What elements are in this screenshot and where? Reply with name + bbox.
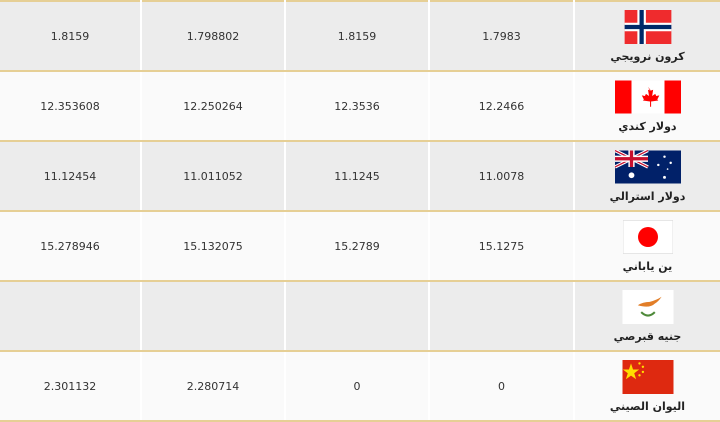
china-flag-icon xyxy=(622,359,673,394)
cyprus-flag-icon xyxy=(622,289,673,324)
rate-cell: 11.011052 xyxy=(140,141,285,212)
rate-cell: 0 xyxy=(284,351,429,422)
rate-cell: 1.8159 xyxy=(284,1,429,72)
table-row: جنيه قبرصي xyxy=(0,281,720,352)
australia-flag-icon xyxy=(614,149,681,183)
currency-name: دولار استرالي xyxy=(609,189,686,203)
currency-cell: دولار استرالي xyxy=(573,141,720,212)
rate-cell: 12.353608 xyxy=(0,71,141,142)
rate-cell: 15.2789 xyxy=(284,211,429,282)
currency-name: جنيه قبرصي xyxy=(613,329,682,343)
currency-name: كرون نرويجي xyxy=(610,49,685,63)
currency-cell: كرون نرويجي xyxy=(573,1,720,72)
currency-name: دولار كندي xyxy=(618,119,677,133)
rate-cell: 15.132075 xyxy=(140,211,285,282)
currency-cell: جنيه قبرصي xyxy=(573,281,720,352)
rate-cell: 11.1245 xyxy=(284,141,429,212)
table-row: 2.301132 2.280714 0 0 اليوان الصيني xyxy=(0,351,720,422)
japan-flag-icon xyxy=(622,219,673,254)
rate-cell: 11.12454 xyxy=(0,141,141,212)
rate-cell: 0 xyxy=(428,351,574,422)
currency-cell: اليوان الصيني xyxy=(573,351,720,422)
norway-flag-icon xyxy=(624,9,671,44)
rate-cell: 2.280714 xyxy=(140,351,285,422)
rate-cell xyxy=(284,281,429,352)
table-row: 11.12454 11.011052 11.1245 11.0078 دولار… xyxy=(0,141,720,212)
currency-cell: ين ياباني xyxy=(573,211,720,282)
rate-cell: 1.798802 xyxy=(140,1,285,72)
rate-cell: 15.1275 xyxy=(428,211,574,282)
rate-cell: 1.7983 xyxy=(428,1,574,72)
rate-cell xyxy=(428,281,574,352)
currency-name: اليوان الصيني xyxy=(609,399,686,413)
currency-name: ين ياباني xyxy=(622,259,673,273)
rate-cell xyxy=(0,281,141,352)
table-row: 15.278946 15.132075 15.2789 15.1275 ين ي… xyxy=(0,211,720,282)
rate-cell xyxy=(140,281,285,352)
table-row: 1.8159 1.798802 1.8159 1.7983 كرون نرويج… xyxy=(0,1,720,72)
rate-cell: 12.3536 xyxy=(284,71,429,142)
table-row: 12.353608 12.250264 12.3536 12.2466 دولا… xyxy=(0,71,720,142)
rate-cell: 15.278946 xyxy=(0,211,141,282)
rate-cell: 11.0078 xyxy=(428,141,574,212)
currency-cell: دولار كندي xyxy=(573,71,720,142)
canada-flag-icon xyxy=(614,80,681,113)
rate-cell: 12.2466 xyxy=(428,71,574,142)
rate-cell: 12.250264 xyxy=(140,71,285,142)
rate-cell: 2.301132 xyxy=(0,351,141,422)
rate-cell: 1.8159 xyxy=(0,1,141,72)
